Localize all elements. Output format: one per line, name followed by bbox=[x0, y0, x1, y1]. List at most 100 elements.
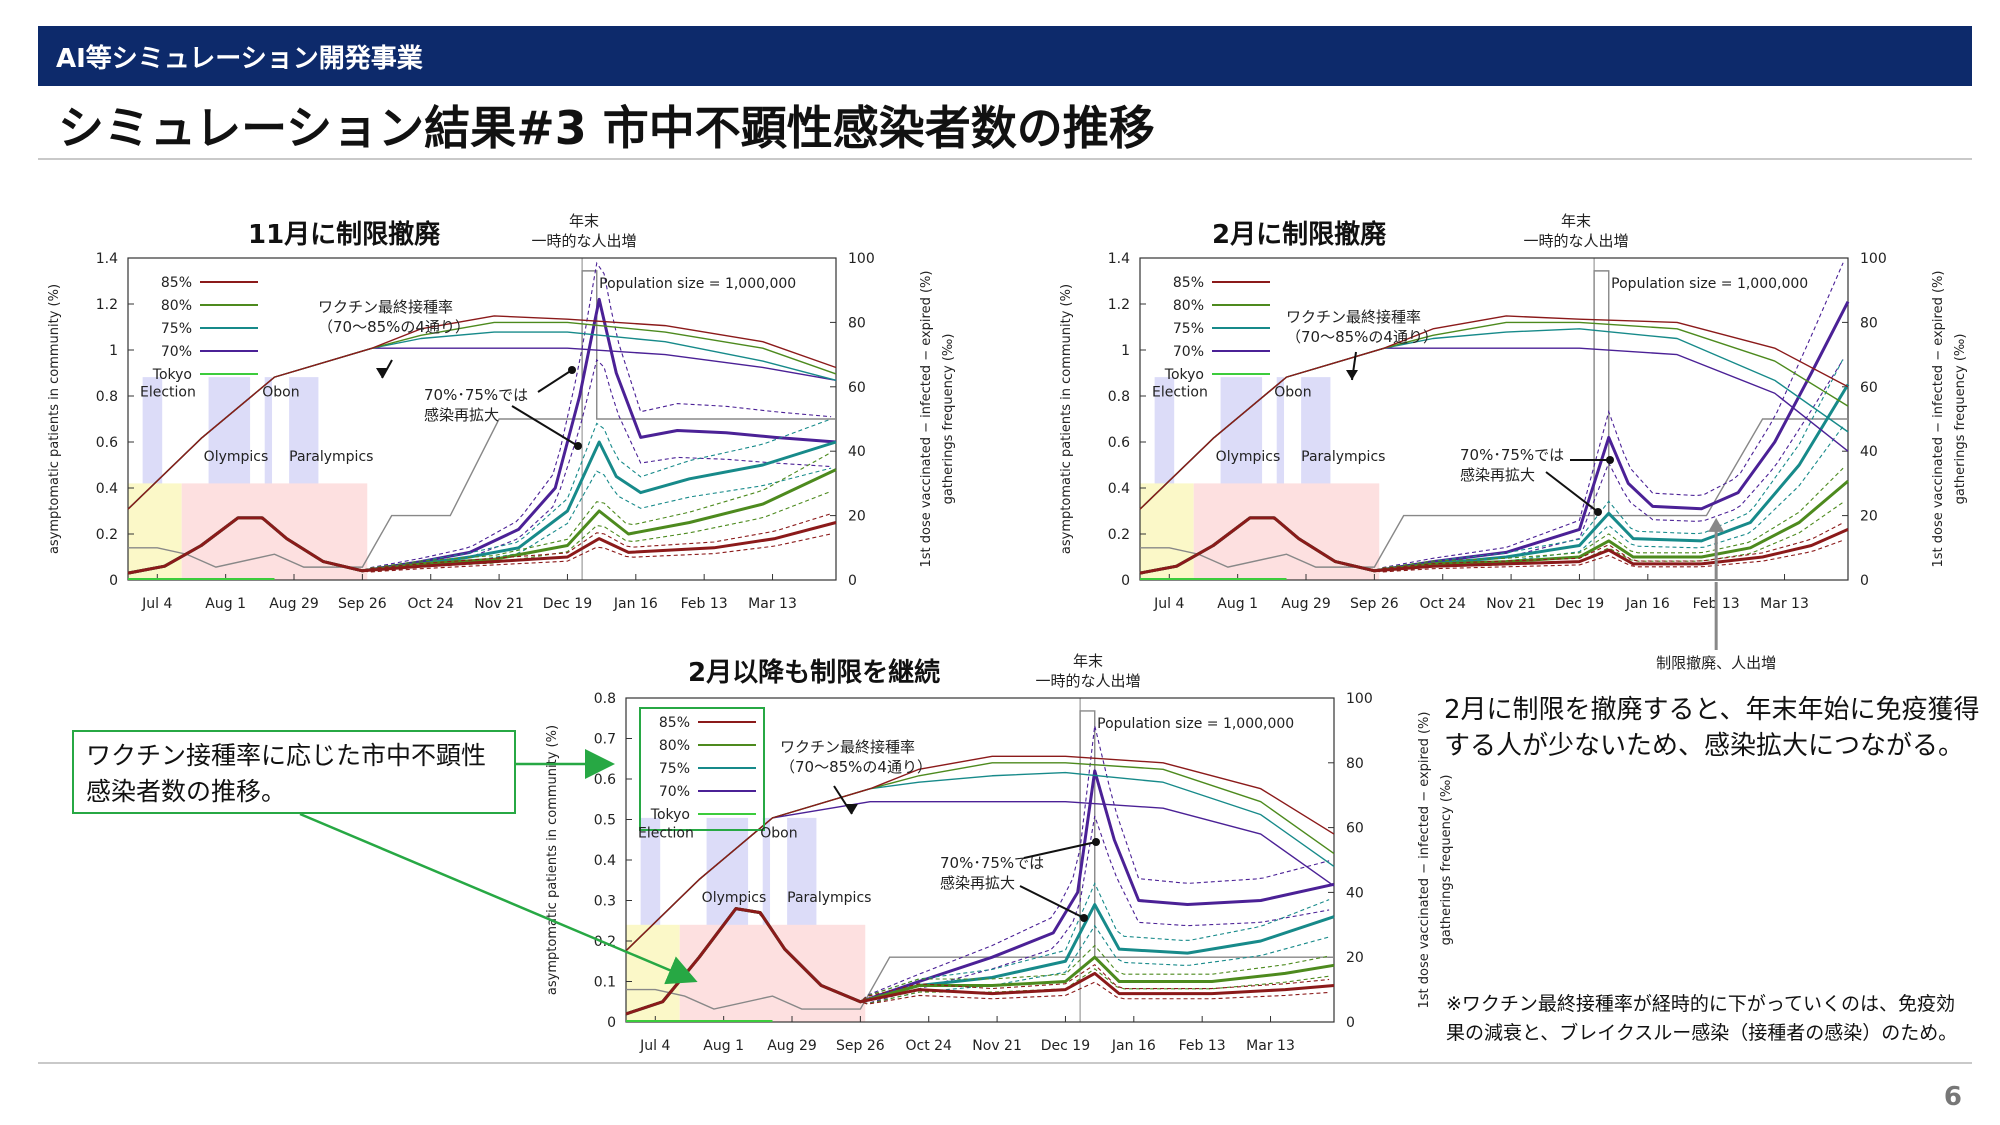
y-tick-label: 1.4 bbox=[96, 251, 118, 267]
header-label: AI等シミュレーション開発事業 bbox=[56, 43, 423, 74]
y-tick-label: 1.2 bbox=[96, 297, 118, 313]
series-line-85% bbox=[127, 516, 837, 575]
page-title: シミュレーション結果#3 市中不顕性感染者数の推移 bbox=[58, 101, 1155, 155]
resurge-arrow bbox=[1023, 841, 1097, 859]
nenmatsu-label: 年末 bbox=[569, 212, 599, 230]
population-label: Population size = 1,000,000 bbox=[1097, 716, 1294, 732]
event-label: Olympics bbox=[204, 449, 269, 465]
vaccine-label: ワクチン最終接種率 bbox=[318, 298, 453, 316]
y-tick-label: 0.8 bbox=[594, 691, 616, 707]
series-band-70% bbox=[127, 358, 832, 574]
y2-axis-label: gatherings frequency (‰) bbox=[1953, 334, 1968, 505]
legend-label: 85% bbox=[161, 275, 192, 291]
chart-3: 00.10.20.30.40.50.60.70.8020406080100Jul… bbox=[545, 652, 1454, 1054]
x-tick-label: Jul 4 bbox=[639, 1038, 670, 1054]
y-axis-label: asymptomatic patients in community (%) bbox=[47, 284, 62, 554]
x-tick-label: Oct 24 bbox=[1419, 596, 1466, 612]
y2-tick-label: 20 bbox=[1346, 950, 1364, 966]
x-tick-label: Aug 1 bbox=[1217, 596, 1258, 612]
y2-tick-label: 40 bbox=[1346, 885, 1364, 901]
resurge-label: 70%･75%では bbox=[424, 386, 528, 404]
series-line-85% vax bbox=[127, 315, 837, 510]
series-band-75% bbox=[1139, 358, 1844, 574]
vaccine-label: ワクチン最終接種率 bbox=[780, 738, 915, 756]
y2-tick-label: 80 bbox=[1346, 756, 1364, 772]
x-tick-label: Jan 16 bbox=[1111, 1038, 1156, 1054]
resurge-arrow bbox=[537, 369, 573, 393]
series-band-70% bbox=[1139, 262, 1844, 574]
x-tick-label: Sep 26 bbox=[1350, 596, 1399, 612]
x-tick-label: Sep 26 bbox=[836, 1038, 885, 1054]
y-tick-label: 0.6 bbox=[1108, 435, 1130, 451]
y-tick-label: 1.4 bbox=[1108, 251, 1130, 267]
resurge-label: 感染再拡大 bbox=[424, 406, 499, 424]
event-label: Olympics bbox=[1216, 449, 1281, 465]
y-tick-label: 0.6 bbox=[96, 435, 118, 451]
y-tick-label: 0.8 bbox=[1108, 389, 1130, 405]
nenmatsu-label: 一時的な人出増 bbox=[1523, 232, 1628, 250]
y-axis-label: asymptomatic patients in community (%) bbox=[545, 725, 560, 995]
series-band-70% bbox=[127, 261, 832, 574]
y-tick-label: 1 bbox=[109, 343, 118, 359]
legend-label: 70% bbox=[1173, 344, 1204, 360]
y2-tick-label: 0 bbox=[1346, 1015, 1355, 1031]
chart-title-1: 11月に制限撤廃 bbox=[248, 220, 441, 250]
x-tick-label: Nov 21 bbox=[972, 1038, 1022, 1054]
nenmatsu-label: 一時的な人出増 bbox=[1035, 672, 1140, 690]
event-label: Paralympics bbox=[289, 449, 373, 465]
event-band-2 bbox=[264, 377, 273, 580]
event-label: Election bbox=[1152, 384, 1208, 400]
y2-tick-label: 0 bbox=[848, 573, 857, 589]
resurge-label: 感染再拡大 bbox=[1460, 466, 1535, 484]
band-yellow bbox=[1140, 483, 1194, 580]
y2-tick-label: 100 bbox=[1346, 691, 1373, 707]
chart-2: 0 0.2 0.4 0.6 0.8 1 1.2 1.4 0 20 40 60 80 100 Jul 4 Aug… bbox=[1059, 212, 1968, 672]
y2-axis-label: gatherings frequency (‰) bbox=[941, 334, 956, 505]
callout-box: ワクチン接種率に応じた市中不顕性感染者数の推移。 bbox=[72, 730, 516, 814]
y2-tick-label: 40 bbox=[1860, 444, 1878, 460]
series-band-75% bbox=[127, 467, 832, 574]
x-tick-label: Aug 1 bbox=[703, 1038, 744, 1054]
y2-axis-label: 1st dose vaccinated − infected − expired… bbox=[919, 270, 934, 567]
y2-axis-label: 1st dose vaccinated − infected − expired… bbox=[1931, 270, 1946, 567]
y2-tick-label: 80 bbox=[1860, 315, 1878, 331]
vaccine-label: （70～85%の4通り） bbox=[780, 758, 932, 776]
series-band-85% bbox=[1139, 517, 1844, 574]
series-band-75% bbox=[127, 418, 832, 574]
legend-highlight bbox=[639, 707, 765, 831]
resurge-label: 感染再拡大 bbox=[940, 874, 1015, 892]
legend-label: 80% bbox=[1173, 298, 1204, 314]
series-line-85% vax bbox=[1139, 315, 1849, 510]
y-tick-label: 0.4 bbox=[1108, 481, 1130, 497]
vaccine-arrow bbox=[833, 785, 853, 815]
y2-tick-label: 0 bbox=[1860, 573, 1869, 589]
nenmatsu-label: 年末 bbox=[1073, 652, 1103, 670]
gatherings-line bbox=[1140, 270, 1848, 568]
x-tick-label: Oct 24 bbox=[407, 596, 454, 612]
x-tick-label: Nov 21 bbox=[1486, 596, 1536, 612]
x-tick-label: Nov 21 bbox=[474, 596, 524, 612]
y2-tick-label: 80 bbox=[848, 315, 866, 331]
x-tick-label: Mar 13 bbox=[1760, 596, 1809, 612]
series-line-85% bbox=[625, 907, 1335, 1016]
y2-tick-label: 60 bbox=[1860, 380, 1878, 396]
nenmatsu-label: 年末 bbox=[1561, 212, 1591, 230]
x-tick-label: Mar 13 bbox=[748, 596, 797, 612]
population-label: Population size = 1,000,000 bbox=[1611, 276, 1808, 292]
legend-label: 70% bbox=[161, 344, 192, 360]
y-tick-label: 0.8 bbox=[96, 389, 118, 405]
event-label: Paralympics bbox=[787, 890, 871, 906]
event-label: Obon bbox=[262, 384, 299, 400]
x-tick-label: Aug 1 bbox=[205, 596, 246, 612]
chart-title-3: 2月以降も制限を継続 bbox=[688, 658, 941, 688]
event-band-2 bbox=[1276, 377, 1285, 580]
legend-label: Tokyo bbox=[650, 807, 690, 823]
title-divider bbox=[38, 158, 1972, 160]
y-tick-label: 0.2 bbox=[96, 527, 118, 543]
legend-label: 75% bbox=[659, 761, 690, 777]
event-label: Obon bbox=[1274, 384, 1311, 400]
resurge-arrow bbox=[511, 405, 579, 447]
series-band-85% bbox=[127, 513, 832, 574]
